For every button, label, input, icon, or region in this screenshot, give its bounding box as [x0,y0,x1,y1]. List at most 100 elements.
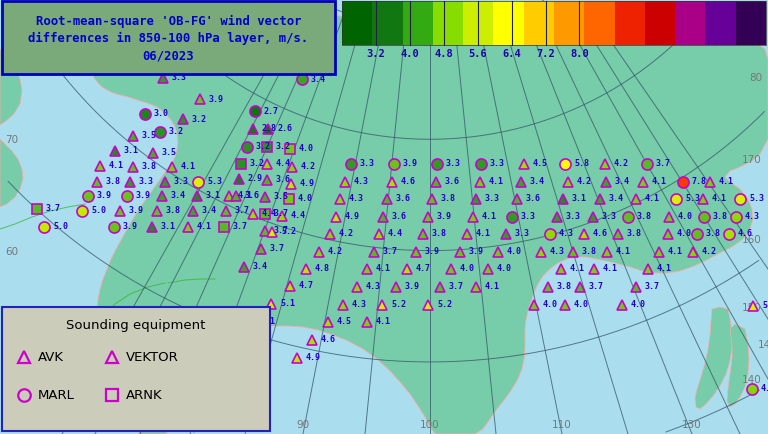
Text: 3.8: 3.8 [106,177,121,186]
Text: 80: 80 [5,24,18,34]
Text: 4.0: 4.0 [543,300,558,309]
Text: 4.4: 4.4 [388,229,403,238]
Text: 4.0: 4.0 [298,194,313,203]
Text: 4.1: 4.1 [616,247,631,256]
Polygon shape [91,5,768,434]
Text: 3.9: 3.9 [129,206,144,215]
Text: 4.8: 4.8 [435,49,453,59]
Text: 4.3: 4.3 [352,300,367,309]
Text: 50: 50 [5,357,18,367]
Text: 3.2: 3.2 [169,127,184,136]
Text: 4.1: 4.1 [261,317,276,326]
Text: 3.7: 3.7 [233,222,248,231]
Text: 3.9: 3.9 [437,212,452,221]
Text: 4.3: 4.3 [745,212,760,221]
Text: 4.1: 4.1 [668,247,683,256]
Text: 3.4: 3.4 [609,194,624,203]
Text: 4.1: 4.1 [197,222,212,231]
Text: 4.0: 4.0 [460,264,475,273]
Text: 3.8: 3.8 [713,212,728,221]
Text: 3.3: 3.3 [490,159,505,168]
Text: 3.4: 3.4 [253,262,268,271]
Text: Sounding equipment: Sounding equipment [66,319,206,332]
Text: 3.7: 3.7 [449,282,464,291]
Text: 4.2: 4.2 [614,159,629,168]
Text: 3.9: 3.9 [136,191,151,200]
Text: 3.8: 3.8 [441,194,456,203]
Bar [736,2,766,46]
Bar [524,2,554,46]
Text: 4.1: 4.1 [719,177,734,186]
Text: 3.7: 3.7 [383,247,398,256]
Text: 4.1: 4.1 [645,194,660,203]
Text: 3.7: 3.7 [589,282,604,291]
Text: 40 70: 40 70 [80,419,110,429]
Text: 4.1: 4.1 [376,317,391,326]
Text: 4.1: 4.1 [712,194,727,203]
Polygon shape [727,324,749,407]
Text: Root-mean-square 'OB-FG' wind vector
differences in 850-100 hPa layer, m/s.
06/2: Root-mean-square 'OB-FG' wind vector dif… [28,15,309,62]
Text: 5.3: 5.3 [762,301,768,310]
Text: 4.1: 4.1 [485,282,500,291]
Text: 3.3: 3.3 [485,194,500,203]
Text: 3.1: 3.1 [572,194,587,203]
Text: 4.3: 4.3 [349,194,364,203]
Text: 5.1: 5.1 [280,299,295,308]
Text: 140: 140 [758,339,768,349]
Text: 4.3: 4.3 [550,247,565,256]
Text: 5.2: 5.2 [437,300,452,309]
Text: 160: 160 [742,234,762,244]
Text: 3.6: 3.6 [276,175,291,184]
Text: 4.2: 4.2 [339,229,354,238]
Text: 80: 80 [749,73,762,83]
Text: 3.8: 3.8 [166,206,181,215]
Bar [645,2,675,46]
Text: 3.8: 3.8 [557,282,572,291]
Text: 3.9: 3.9 [209,94,224,103]
Text: 5.8: 5.8 [574,159,589,168]
Text: 3.5: 3.5 [274,192,289,201]
Text: 4.0: 4.0 [631,300,646,309]
Text: 3.3: 3.3 [360,159,375,168]
Bar [614,2,645,46]
Text: 4.1: 4.1 [376,264,391,273]
Text: 3.2: 3.2 [250,159,265,168]
Text: 3.9: 3.9 [469,247,484,256]
Text: 4.0: 4.0 [299,144,314,153]
Bar [493,2,524,46]
Text: 3.4: 3.4 [311,74,326,83]
Text: 3.6: 3.6 [445,177,460,186]
Text: 3.6: 3.6 [396,194,411,203]
Text: 3.6: 3.6 [526,194,541,203]
Text: 4.6: 4.6 [321,335,336,344]
Text: 3.8: 3.8 [706,229,721,238]
Text: 4.2: 4.2 [577,177,592,186]
Text: 5.0: 5.0 [53,222,68,231]
Polygon shape [0,140,23,207]
Text: 100: 100 [420,419,440,429]
Text: 3.3: 3.3 [172,73,187,82]
Text: 4.3: 4.3 [366,282,381,291]
Text: 4.1: 4.1 [181,162,196,171]
Text: 180: 180 [745,10,765,20]
Bar [433,2,463,46]
Text: 3.3: 3.3 [521,212,536,221]
Text: 60 170: 60 170 [682,10,718,20]
Text: 90: 90 [521,10,535,20]
Text: 4.2: 4.2 [301,162,316,171]
Text: 3.2: 3.2 [366,49,386,59]
Text: 3.3: 3.3 [174,177,189,186]
Text: 3.7: 3.7 [645,282,660,291]
Text: 3.3: 3.3 [566,212,581,221]
Text: 70: 70 [5,135,18,145]
Bar [463,2,493,46]
Text: 90: 90 [296,419,310,429]
Text: 3.9: 3.9 [97,191,112,200]
Text: 4.2: 4.2 [761,384,768,393]
Text: 4.6: 4.6 [401,177,416,186]
Text: 8.0: 8.0 [570,49,589,59]
Text: 4.1: 4.1 [489,177,504,186]
Text: 130: 130 [682,419,702,429]
Text: 4.0: 4.0 [400,49,419,59]
Text: 7.2: 7.2 [536,49,555,59]
